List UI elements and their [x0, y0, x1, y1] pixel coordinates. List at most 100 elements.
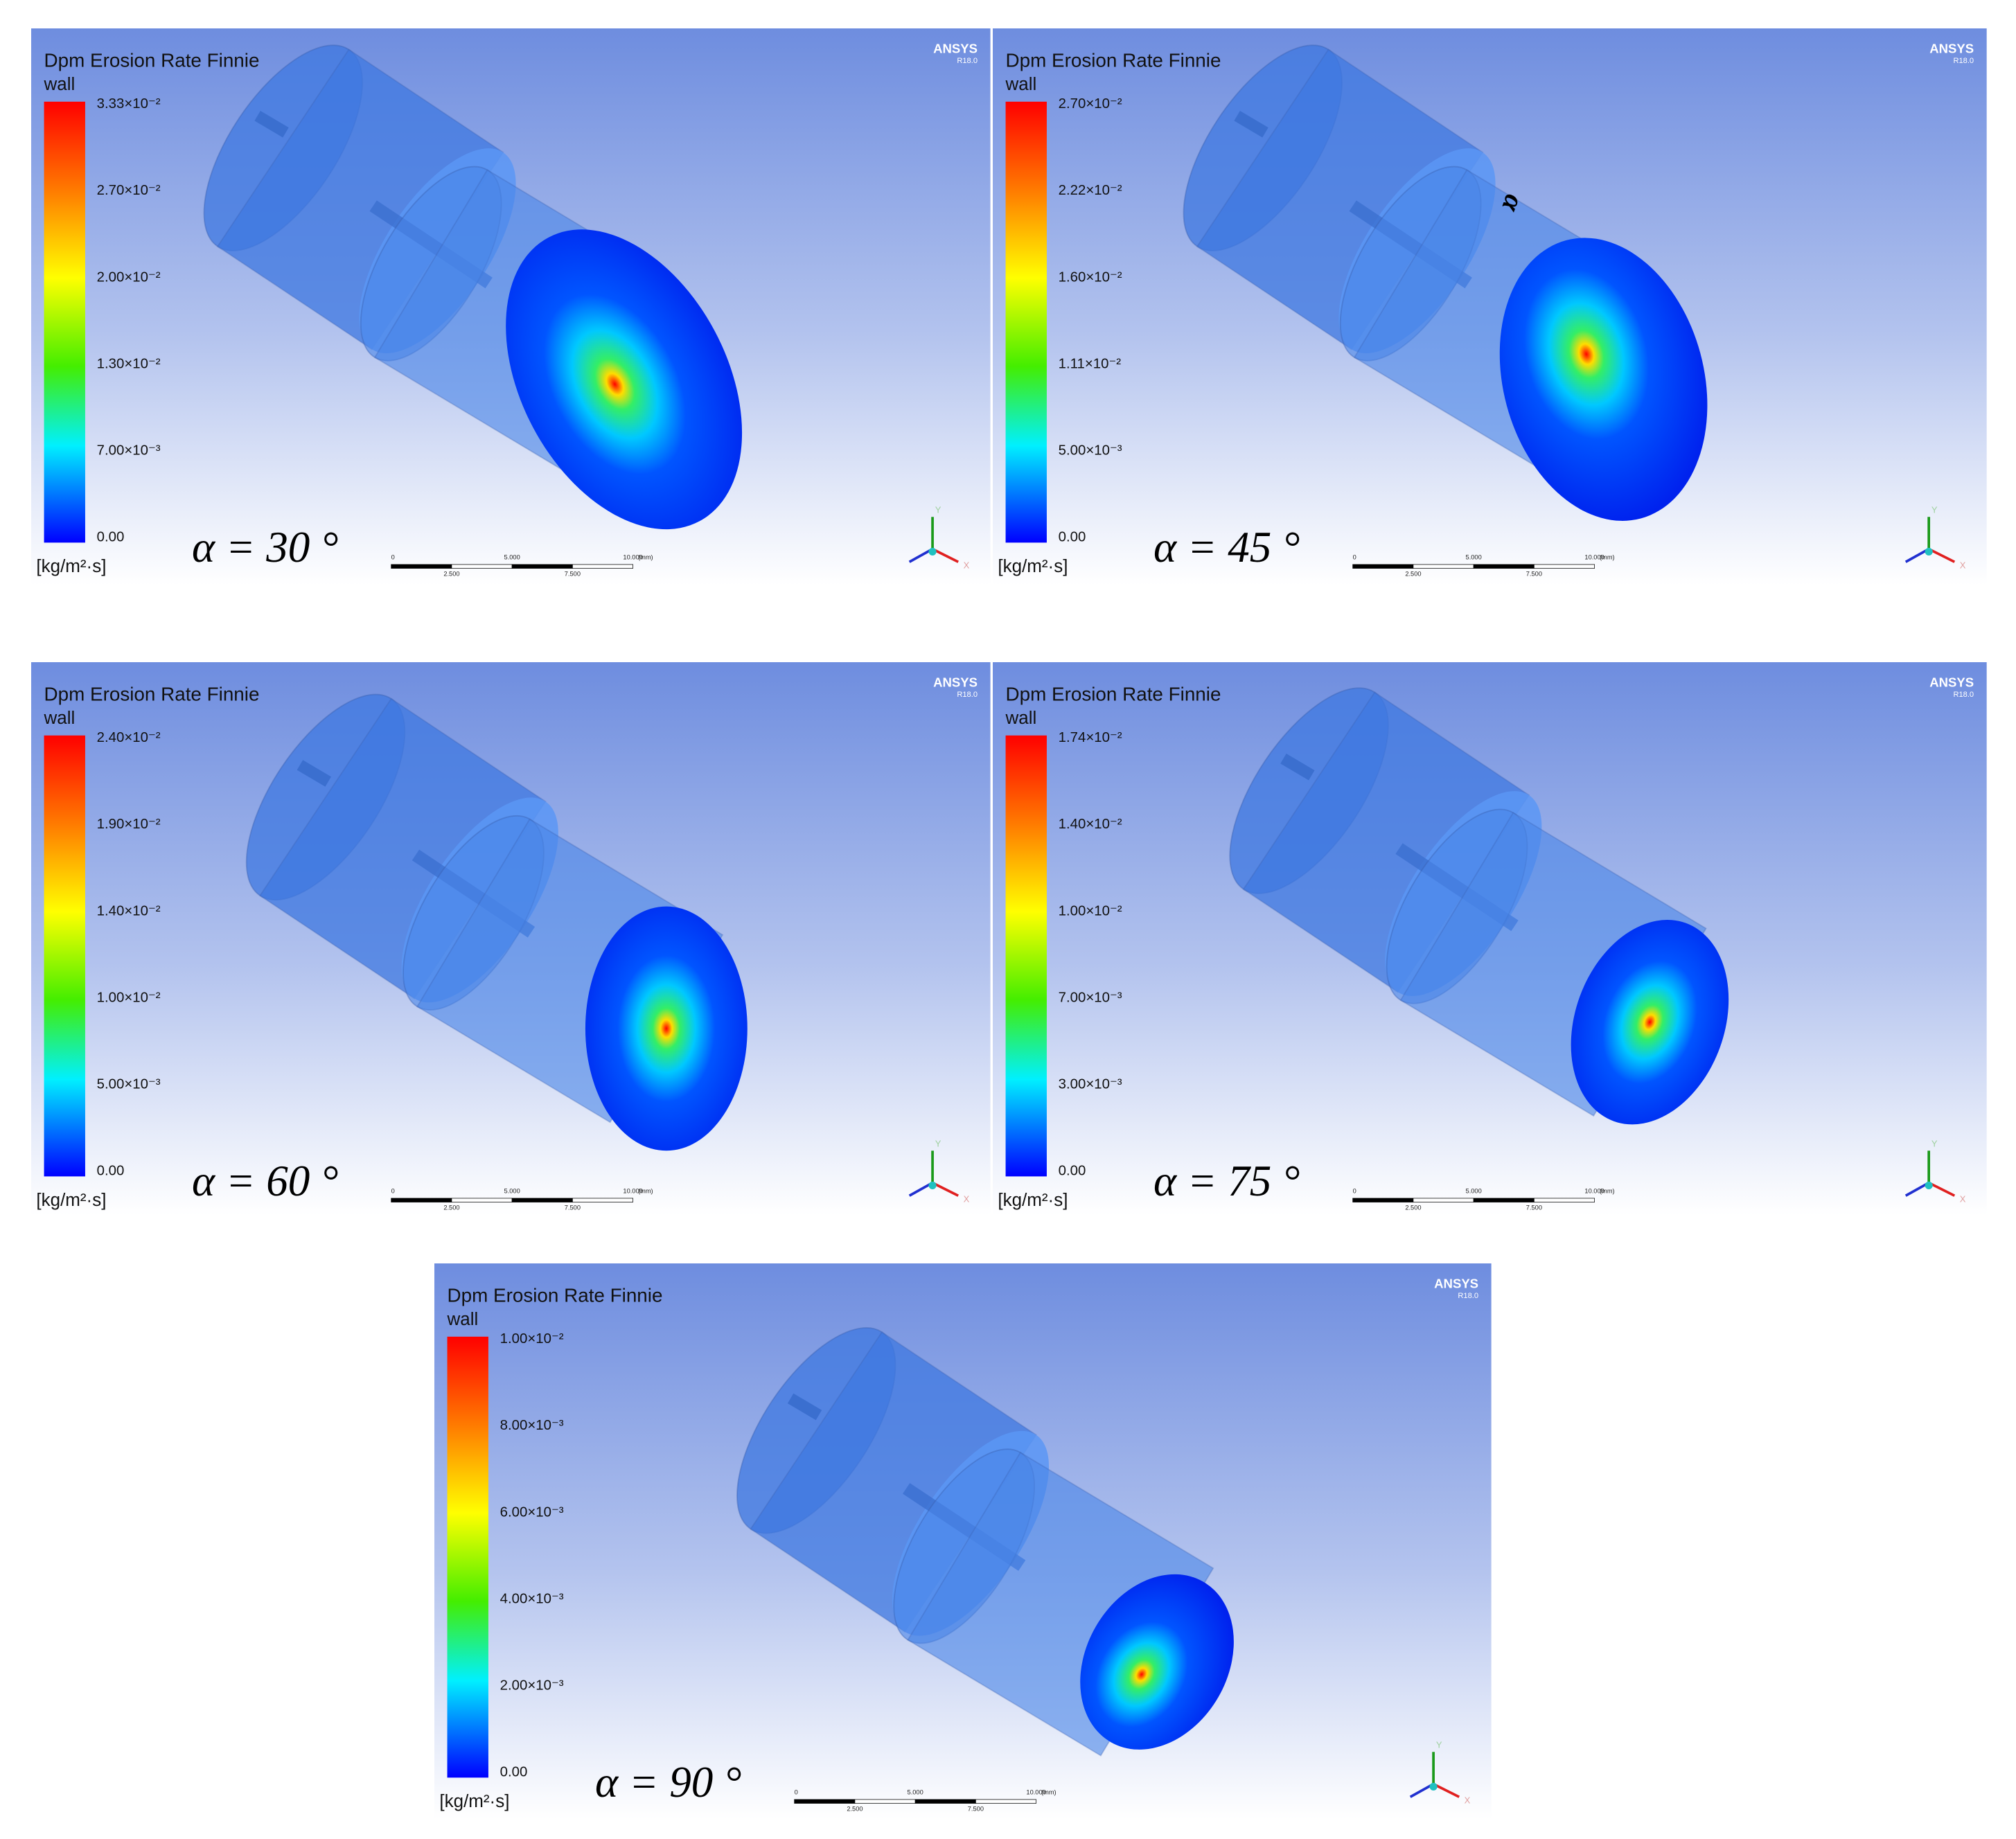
scale-segment [1352, 564, 1414, 569]
scale-segment [1534, 1198, 1595, 1202]
version: R18.0 [1953, 691, 1974, 699]
legend-subtitle: wall [44, 73, 76, 94]
triad-origin [1429, 1782, 1438, 1791]
triad-label: Y [1931, 1139, 1938, 1149]
version: R18.0 [957, 57, 978, 65]
triad-label: X [1960, 1194, 1966, 1205]
scale-label: 2.500 [1405, 571, 1421, 578]
logo: ANSYS [1434, 1276, 1478, 1290]
colorbar-label: 8.00×10⁻³ [500, 1418, 564, 1433]
scale-segment [511, 1198, 573, 1202]
legend-title: Dpm Erosion Rate Finnie [448, 1285, 663, 1306]
colorbar-unit: [kg/m²·s] [998, 556, 1068, 576]
scale-label: 7.500 [1526, 1205, 1542, 1211]
triad-label: Y [1436, 1740, 1442, 1750]
scale-label: 5.000 [504, 1188, 520, 1195]
angle-label: α = 90 ° [595, 1758, 741, 1806]
colorbar-label: 1.40×10⁻² [97, 903, 161, 918]
logo: ANSYS [1929, 675, 1974, 689]
scale-label: 5.000 [1466, 554, 1482, 561]
scale-segment [451, 1198, 513, 1202]
erosion-face [1571, 920, 1729, 1125]
triad-z [908, 1182, 933, 1197]
scale-label: 5.000 [908, 1789, 923, 1796]
colorbar-label: 1.74×10⁻² [1059, 730, 1122, 745]
legend-title: Dpm Erosion Rate Finnie [44, 50, 260, 71]
colorbar-label: 2.00×10⁻³ [500, 1678, 564, 1693]
version: R18.0 [957, 691, 978, 699]
legend-subtitle: wall [44, 707, 76, 728]
triad-label: X [1465, 1795, 1471, 1806]
scale-label: 2.500 [443, 571, 459, 578]
scale-segment [1534, 564, 1595, 569]
colorbar-unit: [kg/m²·s] [998, 1189, 1068, 1210]
legend-title: Dpm Erosion Rate Finnie [1006, 684, 1221, 705]
nozzle [787, 1393, 822, 1421]
scale-segment [572, 1198, 633, 1202]
scale-segment [391, 564, 452, 569]
colorbar-label: 2.00×10⁻² [97, 269, 161, 285]
nozzle [1280, 754, 1315, 781]
scale-label: (mm) [638, 1188, 653, 1195]
colorbar-label: 1.00×10⁻² [97, 990, 161, 1005]
colorbar-label: 2.22×10⁻² [1059, 183, 1122, 198]
scale-segment [1473, 564, 1535, 569]
colorbar-unit: [kg/m²·s] [439, 1791, 509, 1811]
colorbar-label: 4.00×10⁻³ [500, 1591, 564, 1606]
colorbar-label: 1.90×10⁻² [97, 817, 161, 832]
logo: ANSYS [1929, 41, 1974, 55]
scale-label: 0 [795, 1789, 798, 1796]
angle-label: α = 30 ° [192, 523, 338, 571]
triad-label: X [1960, 560, 1966, 571]
colorbar-label: 2.70×10⁻² [97, 183, 161, 198]
triad-label: Y [935, 1139, 941, 1149]
scale-segment [1352, 1198, 1414, 1202]
scale-label: 10.000 [1584, 1188, 1604, 1195]
legend-title: Dpm Erosion Rate Finnie [44, 684, 260, 705]
triad-origin [928, 1181, 937, 1189]
scale-label: 0 [391, 554, 395, 561]
colorbar-label: 6.00×10⁻³ [500, 1504, 564, 1520]
triad-z [1904, 548, 1930, 563]
colorbar [44, 101, 85, 543]
colorbar-label: 7.00×10⁻³ [97, 443, 161, 458]
scale-segment [391, 1198, 452, 1202]
colorbar-label: 1.00×10⁻² [500, 1331, 564, 1347]
angle-label: α = 60 ° [192, 1157, 338, 1205]
scale-segment [451, 564, 513, 569]
scale-label: 7.500 [565, 1205, 581, 1211]
colorbar-label: 3.33×10⁻² [97, 96, 161, 112]
colorbar-label: 1.11×10⁻² [1059, 356, 1122, 371]
scale-label: 10.000 [623, 554, 642, 561]
colorbar-label: 5.00×10⁻³ [97, 1076, 161, 1092]
triad-z [908, 548, 933, 563]
logo: ANSYS [933, 41, 978, 55]
scale-segment [1473, 1198, 1535, 1202]
triad-origin [1925, 1181, 1933, 1189]
colorbar-label: 5.00×10⁻³ [1059, 443, 1122, 458]
scale-label: (mm) [1041, 1789, 1056, 1796]
colorbar-unit: [kg/m²·s] [36, 1189, 106, 1210]
version: R18.0 [1458, 1292, 1478, 1300]
scale-label: (mm) [1600, 1188, 1615, 1195]
scale-segment [1413, 1198, 1474, 1202]
triad-x [1928, 1182, 1956, 1197]
colorbar [1005, 735, 1047, 1177]
colorbar [1005, 101, 1047, 543]
triad-x [1433, 1783, 1460, 1798]
colorbar [44, 735, 85, 1177]
colorbar-unit: [kg/m²·s] [36, 556, 106, 576]
colorbar [447, 1336, 488, 1778]
erosion-face [585, 906, 748, 1151]
scale-label: 0 [1353, 554, 1356, 561]
scale-segment [511, 564, 573, 569]
erosion-face [1080, 1574, 1234, 1750]
erosion-face [506, 229, 743, 530]
scale-label: 5.000 [1466, 1188, 1482, 1195]
legend-subtitle: wall [1005, 73, 1037, 94]
colorbar-label: 1.00×10⁻² [1059, 903, 1122, 918]
erosion-face [1499, 238, 1708, 521]
